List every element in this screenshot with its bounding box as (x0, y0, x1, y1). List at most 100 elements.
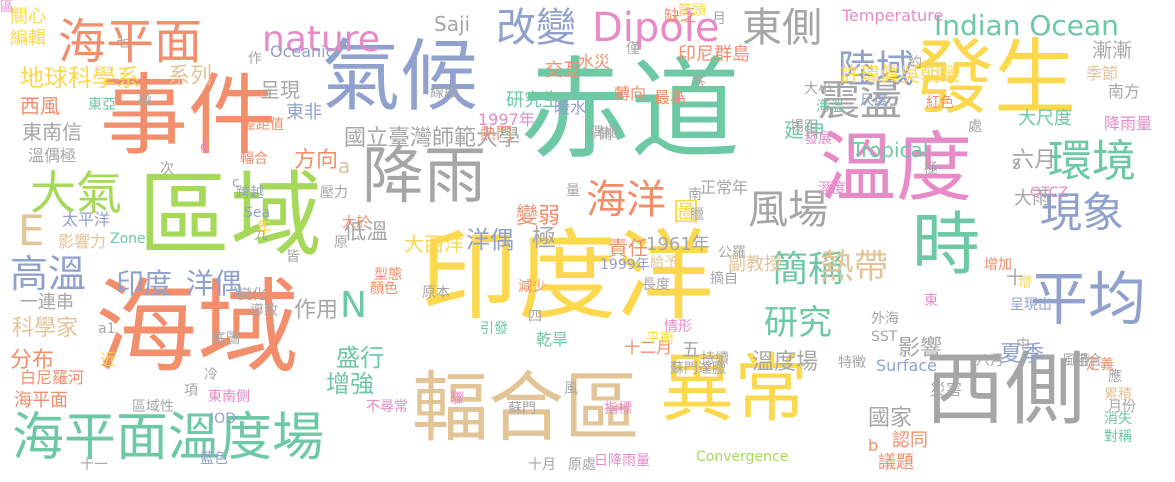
cloud-word: 呈現出 (1010, 297, 1052, 313)
cloud-word: 簡稱 (772, 249, 845, 290)
cloud-word: 定義 (1086, 357, 1114, 373)
cloud-word: 日降雨量 (594, 453, 650, 469)
cloud-word: 六月 (1012, 148, 1057, 173)
cloud-word: a1 (98, 321, 116, 337)
cloud-word: 平衡 (646, 331, 674, 347)
cloud-word: 國立臺灣師範大學 (344, 126, 521, 151)
cloud-word: Dipole (592, 5, 720, 51)
cloud-word: 洋偶 (466, 226, 514, 254)
cloud-word: 低溫 (344, 220, 389, 245)
cloud-word: 區域性 (132, 399, 174, 415)
cloud-word: 項 (184, 383, 198, 399)
cloud-word: S (1012, 157, 1021, 173)
cloud-word: 五 (682, 340, 700, 361)
cloud-word: 溫度場 (752, 350, 819, 375)
cloud-word: 研究生 (506, 90, 560, 111)
cloud-word: 編輯 (10, 28, 46, 49)
cloud-word: 增 (1018, 275, 1032, 291)
cloud-word: 區域 (138, 162, 323, 269)
cloud-word: 影響力 (58, 232, 107, 251)
cloud-word: 南 (688, 187, 702, 203)
cloud-word: 顏色 (370, 281, 398, 297)
cloud-word: N (340, 285, 367, 326)
cloud-word: SST (871, 329, 898, 345)
cloud-word: 壓力 (320, 185, 348, 201)
cloud-word: 應 (1108, 369, 1122, 385)
cloud-word: 近 (100, 350, 117, 369)
cloud-word: 許瑋眞吳朝榮 (840, 62, 960, 86)
cloud-word: 組合 (1074, 353, 1102, 369)
cloud-word: 情形 (664, 319, 692, 335)
cloud-word: 十一 (80, 457, 108, 473)
cloud-word: 臘 (690, 207, 704, 223)
cloud-word: 氣候 (322, 32, 479, 122)
cloud-word: 引發 (480, 321, 508, 337)
cloud-word: 赤道 (520, 46, 740, 174)
cloud-word: 風帶 (1062, 353, 1090, 369)
cloud-word: 議題 (878, 452, 914, 473)
cloud-word: nature (262, 19, 380, 60)
cloud-word: 白尼羅河 (20, 368, 85, 387)
cloud-word: 蘇門 (508, 401, 536, 417)
cloud-word: 影響 (898, 336, 943, 361)
cloud-word: 累積 (1104, 387, 1132, 403)
cloud-word: 轉向 (614, 84, 647, 103)
cloud-word: 九 (254, 227, 268, 243)
cloud-word: 大氣 (30, 166, 122, 220)
cloud-word: 大雨 (1014, 188, 1050, 209)
cloud-word: 驟 (450, 391, 464, 407)
cloud-word: 暖水 (554, 98, 587, 117)
cloud-word: 陸域 (838, 47, 915, 91)
cloud-word: 圖 (673, 198, 700, 228)
cloud-word: 差距值 (242, 117, 284, 133)
cloud-word: 場距 (790, 119, 818, 135)
cloud-word: 月份 (1108, 399, 1136, 415)
cloud-word: 事件 (100, 64, 277, 167)
cloud-word: 四 (528, 309, 542, 325)
cloud-word: 減少 (518, 279, 546, 295)
cloud-word: 海平面 (58, 14, 203, 70)
cloud-word: 增加 (984, 257, 1012, 273)
cloud-word: 次 (160, 161, 174, 177)
cloud-word: 乾旱 (536, 330, 569, 349)
cloud-word: 研究 (764, 303, 832, 343)
cloud-word: 東南信 (22, 120, 82, 144)
cloud-word: 海洋 (586, 177, 666, 223)
cloud-word: 一連串 (20, 292, 74, 313)
cloud-word: 答 (692, 75, 706, 91)
cloud-word: 輻合區 (412, 363, 640, 452)
cloud-word: 時 (912, 206, 981, 285)
cloud-word: 溫偶極 (28, 146, 77, 165)
cloud-word: 極 (138, 93, 152, 109)
cloud-word: 責任 (608, 236, 648, 260)
cloud-word: 十月 (528, 457, 556, 473)
cloud-word: 西側 (925, 343, 1085, 436)
cloud-word: 中 (1016, 337, 1030, 353)
cloud-word: 東 (924, 293, 938, 309)
cloud-word: 正常年 (700, 178, 749, 197)
cloud-word: Surface (876, 356, 937, 375)
cloud-word: 年 (256, 218, 273, 237)
cloud-word: 水災 (578, 52, 611, 71)
cloud-word: 十 (1006, 268, 1024, 289)
cloud-word: 1961年 (646, 234, 710, 255)
cloud-word: Sea (244, 205, 271, 221)
cloud-word: E (18, 206, 45, 255)
cloud-word: 海平面 (14, 390, 68, 411)
cloud-word: 海平面溫度場 (12, 408, 325, 468)
cloud-word: 約 (908, 55, 922, 71)
cloud-word: 地球科學系 (20, 64, 140, 92)
cloud-word: 導致 (250, 303, 278, 319)
cloud-word: 太平洋 (62, 210, 111, 229)
cloud-word: 東非 (286, 102, 322, 123)
cloud-word: 國家 (868, 406, 913, 431)
cloud-word: 最為 (654, 88, 687, 107)
cloud-word: 側 (598, 127, 612, 143)
cloud-word: Saji (434, 12, 471, 36)
cloud-word: 大尺度 (1018, 108, 1072, 129)
cloud-word: 大小 (804, 81, 832, 97)
cloud-word: 溼度 (818, 181, 846, 197)
cloud-word: Convergence (696, 449, 789, 465)
cloud-word: 持續 (701, 351, 729, 367)
cloud-word: 環境 (1048, 136, 1136, 187)
